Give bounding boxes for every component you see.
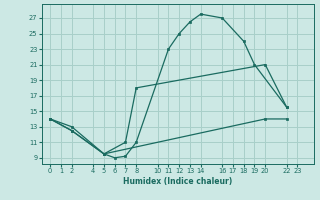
X-axis label: Humidex (Indice chaleur): Humidex (Indice chaleur) [123, 177, 232, 186]
